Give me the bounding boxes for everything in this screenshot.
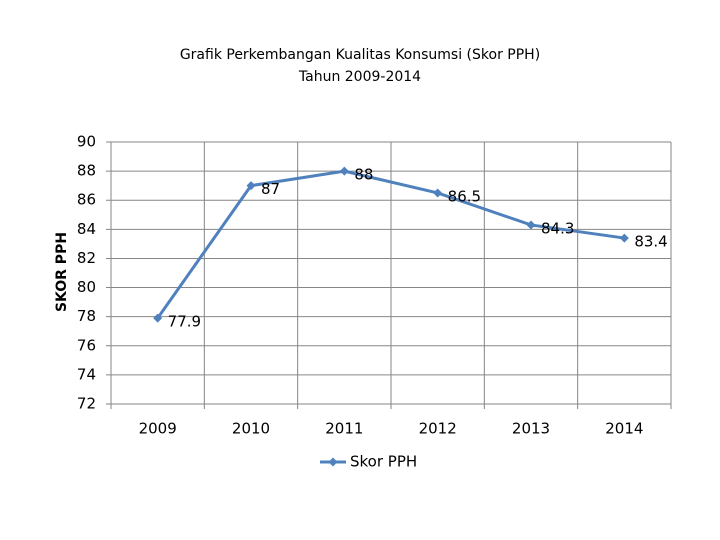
chart-title: Grafik Perkembangan Kualitas Konsumsi (S… xyxy=(180,47,540,63)
y-tick-label: 84 xyxy=(77,220,96,238)
x-tick-label: 2009 xyxy=(139,420,177,438)
x-tick-label: 2012 xyxy=(419,420,457,438)
chart-subtitle: Tahun 2009-2014 xyxy=(298,69,421,85)
legend-marker xyxy=(328,457,338,467)
marker xyxy=(246,181,256,191)
y-tick-label: 72 xyxy=(77,395,96,413)
y-tick-label: 88 xyxy=(77,162,96,180)
y-axis-label: SKOR PPH xyxy=(54,232,70,312)
y-tick-label: 82 xyxy=(77,249,96,267)
legend-label: Skor PPH xyxy=(350,453,417,471)
data-label: 87 xyxy=(261,180,280,198)
marker xyxy=(526,220,536,230)
marker xyxy=(433,188,443,198)
x-tick-label: 2010 xyxy=(232,420,270,438)
y-tick-label: 90 xyxy=(77,133,96,151)
y-tick-label: 74 xyxy=(77,365,96,383)
x-tick-label: 2014 xyxy=(605,420,643,438)
y-tick-label: 78 xyxy=(77,307,96,325)
x-tick-label: 2013 xyxy=(512,420,550,438)
y-tick-label: 86 xyxy=(77,191,96,209)
marker xyxy=(153,313,163,323)
data-label: 86.5 xyxy=(448,187,481,205)
data-label: 77.9 xyxy=(168,313,201,331)
series-line xyxy=(156,169,625,319)
x-tick-label: 2011 xyxy=(325,420,363,438)
data-label: 88 xyxy=(354,166,373,184)
marker xyxy=(339,166,349,176)
data-label: 84.3 xyxy=(541,219,574,237)
y-tick-label: 76 xyxy=(77,336,96,354)
y-tick-label: 80 xyxy=(77,278,96,296)
data-label: 83.4 xyxy=(634,233,667,251)
marker xyxy=(619,233,629,243)
